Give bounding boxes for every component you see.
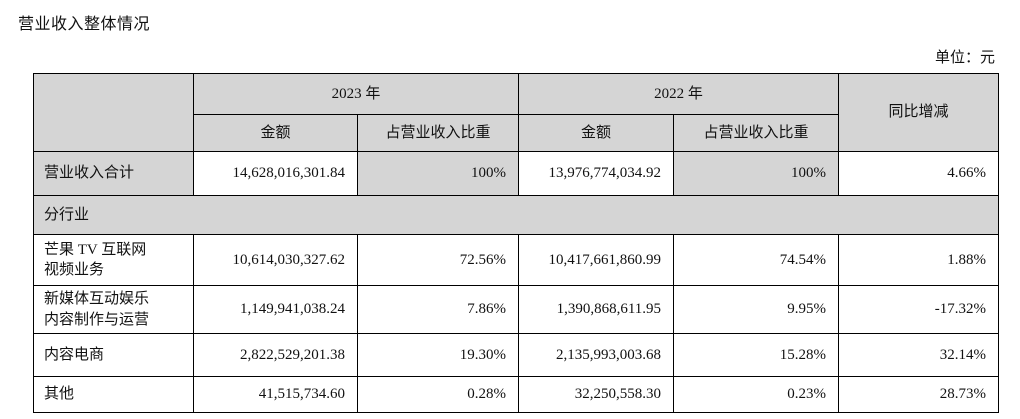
row-yoy: 1.88% [838, 234, 1000, 286]
table-row-total: 营业收入合计 14,628,016,301.84 100% 13,976,774… [33, 151, 1000, 196]
unit-label: 单位：元 [934, 50, 995, 66]
total-yoy: 4.66% [838, 151, 1000, 196]
row-label: 内容电商 [33, 333, 194, 377]
row-yoy: 32.14% [838, 333, 1000, 377]
header-share-2023: 占营业收入比重 [356, 114, 520, 152]
table-row: 芒果 TV 互联网视频业务 10,614,030,327.62 72.56% 1… [33, 234, 1000, 286]
header-blank-cell [33, 73, 194, 152]
row-share-2022: 9.95% [673, 285, 840, 334]
row-amount-2023: 2,822,529,201.38 [193, 333, 358, 377]
row-amount-2022: 10,417,661,860.99 [518, 234, 675, 286]
row-share-2022: 0.23% [673, 376, 840, 413]
total-amount-2022: 13,976,774,034.92 [518, 151, 675, 196]
total-label: 营业收入合计 [33, 151, 194, 196]
row-share-2023: 7.86% [356, 285, 520, 334]
row-label: 芒果 TV 互联网视频业务 [33, 234, 194, 286]
row-share-2023: 19.30% [356, 333, 520, 377]
row-amount-2022: 32,250,558.30 [518, 376, 675, 413]
header-row-years: 2023 年 2022 年 同比增减 [33, 73, 1000, 152]
row-label: 新媒体互动娱乐内容制作与运营 [33, 285, 194, 334]
header-year-2022: 2022 年 [518, 73, 840, 115]
row-amount-2022: 2,135,993,003.68 [518, 333, 675, 377]
row-amount-2023: 41,515,734.60 [193, 376, 358, 413]
total-share-2022: 100% [673, 151, 840, 196]
revenue-table: 2023 年 2022 年 同比增减 金额 占营业收入比重 金额 占营业收入比重… [32, 73, 1000, 413]
table-row-section: 分行业 [32, 195, 1000, 235]
row-yoy: 28.73% [838, 376, 1000, 413]
row-share-2022: 74.54% [673, 234, 840, 286]
row-share-2023: 0.28% [356, 376, 520, 413]
header-share-2022: 占营业收入比重 [673, 114, 840, 152]
header-row-metrics: 金额 占营业收入比重 金额 占营业收入比重 [34, 114, 999, 152]
header-year-2023: 2023 年 [192, 73, 520, 115]
header-amount-2022: 金额 [518, 114, 675, 152]
row-amount-2023: 10,614,030,327.62 [193, 234, 358, 286]
table-row: 内容电商 2,822,529,201.38 19.30% 2,135,993,0… [33, 333, 1000, 377]
header-yoy: 同比增减 [838, 73, 1000, 152]
row-label: 其他 [33, 376, 194, 413]
row-amount-2022: 1,390,868,611.95 [518, 285, 675, 334]
total-amount-2023: 14,628,016,301.84 [193, 151, 358, 196]
row-share-2023: 72.56% [356, 234, 520, 286]
header-amount-2023: 金额 [193, 114, 358, 152]
section-label: 分行业 [32, 195, 1000, 235]
table-row: 其他 41,515,734.60 0.28% 32,250,558.30 0.2… [33, 376, 1000, 413]
row-share-2022: 15.28% [673, 333, 840, 377]
row-amount-2023: 1,149,941,038.24 [193, 285, 358, 334]
row-yoy: -17.32% [838, 285, 1000, 334]
total-share-2023: 100% [356, 151, 520, 196]
page-title: 营业收入整体情况 [18, 16, 151, 33]
table-row: 新媒体互动娱乐内容制作与运营 1,149,941,038.24 7.86% 1,… [33, 285, 1000, 334]
